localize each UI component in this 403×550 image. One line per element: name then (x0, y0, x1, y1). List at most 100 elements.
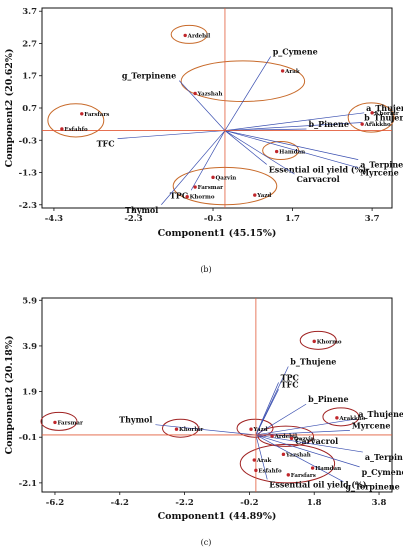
vector-label-g-terpinene: g_Terpinene (122, 71, 176, 81)
cluster-ellipse (236, 418, 274, 438)
y-tick-label: 2.7 (22, 39, 37, 49)
vector-label-b-pinene: b_Pinene (308, 394, 348, 404)
sample-point-farsmar (53, 420, 57, 425)
x-tick-label: -6.2 (46, 498, 64, 508)
y-tick-label: 5.9 (22, 296, 37, 306)
sample-label-farsmar: Farsmar (57, 420, 83, 426)
sample-point-yazd (249, 427, 253, 431)
vector-label-g-terpinene: g_Terpinene (345, 482, 399, 492)
sample-point-qazvin (211, 175, 215, 180)
loading-vector-tpc (190, 130, 226, 191)
loading-vector-p-cymene (255, 434, 360, 468)
cluster-ellipse (347, 102, 395, 133)
vector-label-tpc: TPC (170, 190, 188, 200)
cluster-ellipse (170, 24, 208, 44)
sample-point-yazshah (281, 452, 286, 457)
sample-label-qazvin: Qazvin (294, 436, 315, 442)
loading-vector-g-terpinene (255, 434, 344, 483)
sample-point-qazvin (289, 436, 294, 441)
y-tick-label: -2.3 (19, 201, 37, 211)
loading-vector-thymol (161, 130, 226, 206)
x-tick-label: -2.3 (124, 214, 142, 224)
x-tick-label: 3.8 (372, 498, 387, 508)
sample-label-yazd: Yazd (256, 193, 271, 199)
sample-label-arakkho: Arakkho (364, 122, 391, 128)
sample-label-arakkho: Arakkho (338, 416, 365, 422)
vector-label-p-cymene: p_Cymene (362, 467, 403, 477)
sample-point-farsmar (193, 185, 197, 189)
x-tick-label: 1.8 (307, 498, 322, 508)
sample-label-esfahfo: Esfahfo (258, 468, 282, 474)
sample-label-khormo: Khormo (190, 195, 215, 201)
loading-vector-b-thujene (224, 122, 363, 131)
sample-label-yazshah: Yazshah (285, 452, 311, 458)
y-tick-label: 1.9 (22, 388, 37, 398)
sample-point-hamdan (310, 466, 315, 470)
x-tick-label: -2.2 (175, 498, 193, 508)
sample-point-arak (252, 458, 256, 462)
sample-label-khorbir: Khorbir (179, 427, 203, 433)
x-tick-label: 3.7 (365, 214, 380, 224)
sample-point-ardebil (270, 434, 274, 438)
loading-vector-carvacrol (224, 130, 295, 175)
x-tick-label: 1.7 (285, 214, 300, 224)
loading-vector-a-thujene (255, 418, 357, 436)
sample-point-yazshah (193, 91, 197, 96)
loading-vector-thymol (155, 424, 256, 436)
vector-label-tpc: TPC (281, 372, 299, 382)
biplot-panel-b: p_Cymene g_Terpinene a_Thujeneb_Thujene b_P… (4, 7, 403, 274)
sample-point-hamdan (274, 149, 279, 154)
vector-label-b-pinene: b_Pinene (308, 119, 348, 129)
sample-label-khorbir: Khorbir (375, 111, 399, 117)
vector-label-thymol: Thymol (119, 415, 152, 425)
cluster-ellipse (322, 407, 360, 427)
vector-label-essential-oil-yield: Essential oil yield (%) (269, 479, 367, 489)
sample-label-ardebil: Ardebil (274, 434, 298, 440)
vector-label-carvacrol: Carvacrol (297, 174, 340, 184)
y-tick-label: 3.9 (22, 342, 37, 352)
sample-label-yazd: Yazd (253, 427, 268, 433)
loading-vector-essential-oil-yield (224, 130, 267, 165)
vector-label-tfc: TFC (281, 379, 299, 389)
vector-label-a-thujene: a_Thujene (366, 103, 403, 113)
vector-label-thymol: Thymol (125, 205, 158, 215)
loading-vector-a-terpinene (224, 130, 359, 160)
panel-caption: (c) (201, 538, 212, 547)
sample-label-hamdan: Hamdan (279, 150, 305, 156)
sample-label-farsfars: Farsfars (291, 473, 316, 479)
cluster-ellipse (262, 141, 300, 161)
cluster-ellipse (40, 411, 78, 431)
loading-vector-essential-oil-yield (255, 434, 268, 480)
loading-vector-tfc (255, 389, 279, 436)
x-tick-label: -4.3 (45, 214, 63, 224)
sample-point-khormo (312, 339, 316, 344)
sample-label-qazvin: Qazvin (216, 175, 237, 181)
y-tick-label: 1.7 (22, 72, 37, 82)
sample-point-farsfars (80, 112, 84, 116)
sample-point-arakkho (335, 416, 339, 420)
sample-label-hamdan: Hamdan (315, 466, 341, 472)
loading-vector-b-pinene (255, 403, 307, 436)
sample-label-farsfars: Farsfars (84, 112, 109, 118)
cluster-ellipse (299, 330, 337, 350)
sample-label-yazshah: Yazshah (197, 91, 223, 97)
loading-vector-a-thujene (224, 112, 365, 131)
cluster-ellipse (47, 103, 105, 138)
sample-point-esfahfo (254, 468, 258, 473)
sample-label-esfahfo: Esfahfo (64, 127, 88, 133)
sample-point-esfahfo (60, 127, 64, 131)
x-tick-label: -0.3 (204, 214, 222, 224)
loading-vector-myrcene (224, 130, 359, 169)
sample-label-arak: Arak (256, 458, 272, 464)
sample-point-arak (280, 69, 285, 73)
sample-point-farsfars (286, 473, 290, 477)
vector-label-p-cymene: p_Cymene (273, 46, 318, 56)
plot-frame (41, 297, 393, 493)
sample-point-arakkho (360, 122, 364, 126)
y-tick-label: 3.7 (22, 7, 37, 17)
x-axis-label: Component1 (44.89%) (158, 511, 277, 522)
sample-point-ardebil (183, 33, 187, 38)
vector-label-carvacrol: Carvacrol (295, 436, 338, 446)
